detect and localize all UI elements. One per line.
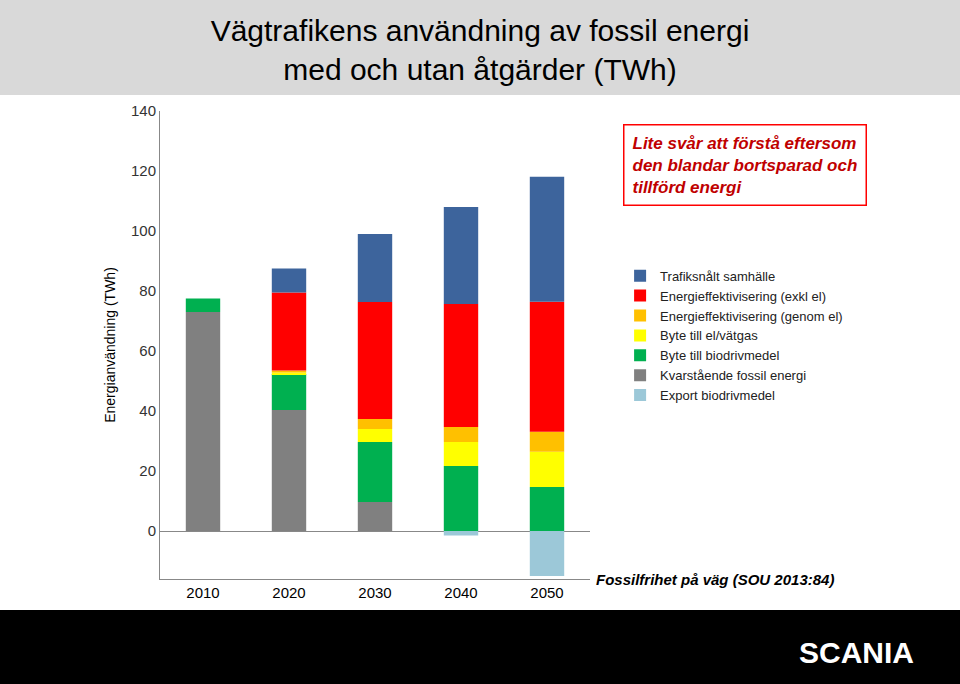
svg-text:2030: 2030 <box>358 584 391 601</box>
svg-text:2010: 2010 <box>186 584 219 601</box>
svg-text:100: 100 <box>131 222 156 239</box>
svg-text:Lite svår att förstå eftersomd: Lite svår att förstå eftersomden blandar… <box>633 134 858 197</box>
svg-text:120: 120 <box>131 162 156 179</box>
svg-text:Energieffektivisering (exkl el: Energieffektivisering (exkl el) <box>660 289 826 304</box>
svg-text:80: 80 <box>139 282 156 299</box>
svg-text:Kvarstående fossil energi: Kvarstående fossil energi <box>660 368 806 383</box>
svg-text:0: 0 <box>148 522 156 539</box>
svg-text:Byte till el/vätgas: Byte till el/vätgas <box>660 328 758 343</box>
svg-text:Energianvändning (TWh): Energianvändning (TWh) <box>102 267 118 423</box>
svg-text:60: 60 <box>139 342 156 359</box>
svg-text:Byte till biodrivmedel: Byte till biodrivmedel <box>660 348 779 363</box>
svg-text:40: 40 <box>139 402 156 419</box>
svg-text:Vägtrafikens användning av fos: Vägtrafikens användning av fossil energi… <box>211 14 750 86</box>
svg-text:2020: 2020 <box>272 584 305 601</box>
svg-text:20: 20 <box>139 462 156 479</box>
svg-text:Fossilfrihet på väg (SOU 2013:: Fossilfrihet på väg (SOU 2013:84) <box>596 571 834 588</box>
svg-text:Trafiksnålt samhälle: Trafiksnålt samhälle <box>660 269 775 284</box>
svg-text:140: 140 <box>131 102 156 119</box>
svg-text:Energieffektivisering (genom e: Energieffektivisering (genom el) <box>660 309 843 324</box>
svg-text:2050: 2050 <box>530 584 563 601</box>
svg-text:SCANIA: SCANIA <box>799 636 914 669</box>
svg-text:2040: 2040 <box>444 584 477 601</box>
svg-text:Export biodrivmedel: Export biodrivmedel <box>660 388 775 403</box>
